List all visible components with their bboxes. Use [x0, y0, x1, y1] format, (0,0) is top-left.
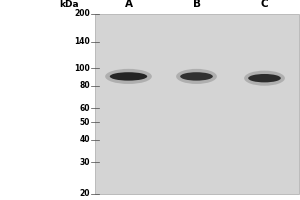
Text: A: A [124, 0, 133, 9]
Text: C: C [261, 0, 268, 9]
Text: 20: 20 [80, 190, 90, 198]
Ellipse shape [110, 72, 147, 81]
Bar [94, 14, 298, 194]
Text: 100: 100 [74, 64, 90, 73]
Text: 200: 200 [74, 9, 90, 19]
Text: 60: 60 [80, 104, 90, 113]
Ellipse shape [105, 69, 152, 84]
Text: 40: 40 [80, 135, 90, 144]
Text: kDa: kDa [59, 0, 79, 9]
Text: 30: 30 [80, 158, 90, 167]
Text: B: B [193, 0, 200, 9]
Ellipse shape [176, 69, 217, 84]
Text: 80: 80 [80, 81, 90, 90]
Ellipse shape [180, 72, 213, 81]
Ellipse shape [248, 74, 281, 82]
Text: 50: 50 [80, 118, 90, 127]
Ellipse shape [244, 71, 285, 86]
Text: 140: 140 [74, 37, 90, 46]
